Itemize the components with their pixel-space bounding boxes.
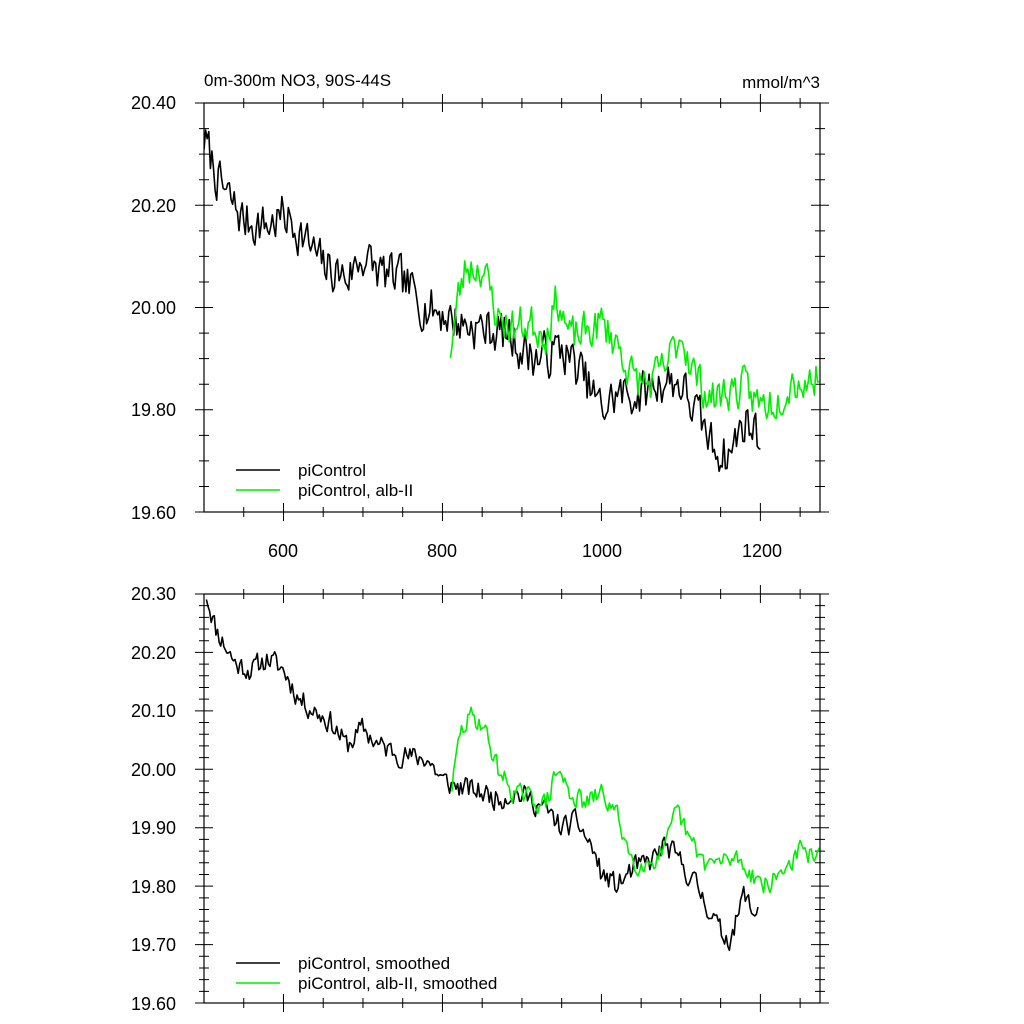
bottom-legend-label-picontrol-smoothed: piControl, smoothed	[298, 954, 450, 973]
top-x-tick-label-800: 800	[427, 541, 457, 561]
top-x-tick-label-1200: 1200	[742, 541, 782, 561]
bottom-plot-area	[205, 599, 820, 952]
top-y-tick-label-19.80: 19.80	[131, 400, 176, 420]
bottom-tick-marks	[195, 585, 829, 1012]
top-x-tick-labels: 600 800 1000 1200	[268, 541, 782, 561]
top-x-tick-label-600: 600	[268, 541, 298, 561]
bottom-y-tick-label-20.00: 20.00	[131, 760, 176, 780]
top-plot-area	[204, 129, 820, 473]
bottom-axis-ticks	[195, 585, 829, 1012]
bottom-y-tick-label-19.60: 19.60	[131, 994, 176, 1014]
bottom-y-tick-label-19.90: 19.90	[131, 818, 176, 838]
top-y-tick-label-20.20: 20.20	[131, 196, 176, 216]
top-legend-label-picontrol: piControl	[298, 461, 366, 480]
bottom-y-tick-label-19.80: 19.80	[131, 877, 176, 897]
bottom-plot-frame	[203, 593, 821, 1004]
bottom-series-group	[205, 599, 820, 952]
bottom-y-tick-label-20.30: 20.30	[131, 584, 176, 604]
bottom-legend-label-alb-ii-smoothed: piControl, alb-II, smoothed	[298, 974, 497, 993]
top-y-tick-label-19.60: 19.60	[131, 503, 176, 523]
bottom-y-tick-label-19.70: 19.70	[131, 935, 176, 955]
bottom-series-line-0	[205, 599, 759, 952]
bottom-panel: 20.30 20.20 20.10 20.00 19.90 19.80 19.7…	[131, 584, 829, 1014]
top-y-tick-labels: 20.40 20.20 20.00 19.80 19.60	[131, 93, 176, 523]
top-y-tick-label-20.00: 20.00	[131, 298, 176, 318]
bottom-y-tick-labels: 20.30 20.20 20.10 20.00 19.90 19.80 19.7…	[131, 584, 176, 1014]
bottom-legend: piControl, smoothed piControl, alb-II, s…	[236, 954, 497, 993]
bottom-series-line-1	[451, 706, 820, 894]
top-panel: 0m-300m NO3, 90S-44S mmol/m^3 20.40 20.2…	[131, 71, 829, 561]
top-series-line-1	[449, 260, 820, 420]
top-panel-title: 0m-300m NO3, 90S-44S	[204, 71, 391, 90]
top-legend: piControl piControl, alb-II	[236, 461, 413, 500]
top-plot-frame	[203, 102, 821, 513]
top-series-line-0	[204, 129, 761, 473]
top-legend-label-alb-ii: piControl, alb-II	[298, 481, 413, 500]
top-x-tick-label-1000: 1000	[582, 541, 622, 561]
bottom-y-tick-label-20.20: 20.20	[131, 643, 176, 663]
top-panel-units: mmol/m^3	[742, 73, 820, 92]
top-series-group	[204, 129, 820, 473]
top-y-tick-label-20.40: 20.40	[131, 93, 176, 113]
bottom-y-tick-label-20.10: 20.10	[131, 701, 176, 721]
